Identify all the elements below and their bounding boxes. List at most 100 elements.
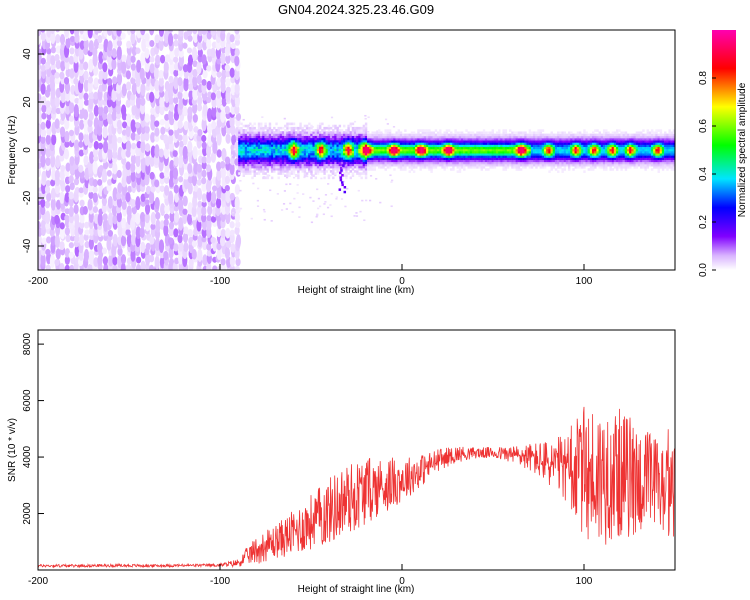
- spectrogram-band-cell: [297, 126, 300, 130]
- spectrogram-band-cell: [384, 129, 387, 132]
- spectrogram-band-cell: [246, 124, 250, 128]
- spectrogram-band-cell: [264, 176, 267, 180]
- spectrogram-faint-cell: [289, 183, 292, 185]
- spectrogram-band-cell: [244, 124, 248, 128]
- spectrogram-band-cell: [319, 122, 322, 126]
- spectrogram-band-cell: [281, 131, 285, 134]
- spectrogram-noise-cell: [197, 234, 203, 248]
- spectrogram-noise-cell: [50, 187, 57, 200]
- spectrogram-faint-cell: [364, 117, 367, 120]
- spectrogram-band-cell: [541, 129, 545, 132]
- spectrogram-noise-cell: [125, 124, 131, 138]
- spectrogram-noise-cell: [130, 232, 137, 246]
- spectrogram-noise-cell: [84, 221, 90, 229]
- spectrogram-faint-cell: [280, 209, 284, 211]
- spectrogram-noise-cell: [135, 47, 141, 54]
- spectrogram-noise-cell: [65, 162, 71, 172]
- spectrogram-noise-cell: [126, 52, 132, 66]
- spectrogram-noise-cell: [68, 55, 74, 65]
- spectrogram-band-cell: [308, 122, 311, 126]
- spectrogram-band-cell: [327, 174, 331, 178]
- spectrogram-noise-cell: [83, 70, 89, 81]
- spectrogram-faint-cell: [282, 203, 286, 205]
- spectrogram-noise-cell: [135, 226, 141, 240]
- spectrogram-band-cell: [426, 129, 429, 132]
- spectrogram-band-cell: [412, 170, 416, 173]
- spectrogram-noise-cell: [107, 161, 114, 169]
- spectrogram-band-cell: [303, 129, 307, 132]
- spectrogram-band-cell: [513, 131, 516, 135]
- spectrogram-noise-cell: [108, 212, 114, 226]
- spectrogram-band-cell: [356, 126, 359, 130]
- spectrogram-band-cell: [609, 133, 612, 137]
- spectrogram-noise-cell: [69, 235, 76, 242]
- spectrogram-band-cell: [404, 133, 407, 137]
- spectrogram-noise-cell: [44, 185, 51, 194]
- spectrogram-noise-cell: [102, 62, 108, 73]
- spectrogram-noise-cell: [182, 42, 188, 49]
- spectrogram-band-cell: [270, 129, 274, 132]
- spectrogram-band-cell: [249, 126, 252, 130]
- spectrogram-band-cell: [408, 133, 411, 137]
- spectrogram-band-cell: [537, 129, 540, 132]
- spectrogram-noise-cell: [130, 119, 136, 132]
- spectrogram-band-cell: [384, 168, 387, 171]
- spectrogram-band-cell: [351, 126, 355, 130]
- spectrogram-noise-cell: [130, 93, 136, 101]
- spectrogram-noise-cell: [40, 136, 46, 144]
- spectrogram-band-cell: [421, 129, 425, 132]
- spectrogram-band-cell: [578, 131, 582, 135]
- spectrogram-noise-cell: [182, 195, 188, 207]
- spectrogram-noise-cell: [173, 33, 179, 40]
- spectrogram-noise-cell: [78, 96, 84, 110]
- spectrogram-band-cell: [395, 131, 398, 135]
- spectrogram-faint-cell: [316, 188, 319, 191]
- spectrogram-noise-cell: [130, 198, 136, 208]
- spectrogram-noise-cell: [201, 205, 207, 217]
- spectrogram-noise-cell: [89, 226, 95, 237]
- spectrogram-noise-cell: [125, 113, 132, 123]
- spectrogram-noise-cell: [93, 104, 99, 117]
- spectrogram-band-cell: [264, 131, 267, 134]
- spectrogram-noise-cell: [229, 221, 235, 229]
- spectrogram-faint-cell: [262, 208, 266, 211]
- spectrogram-noise-cell: [126, 30, 132, 36]
- spectrogram-band-cell: [519, 168, 523, 171]
- spectrogram-noise-cell: [145, 185, 152, 195]
- spectrogram-band-cell: [334, 172, 337, 175]
- spectrogram-band-cell: [334, 131, 337, 134]
- spectrogram-noise-cell: [182, 106, 188, 117]
- spectrogram-noise-cell: [65, 37, 71, 49]
- spectrogram-noise-cell: [140, 83, 146, 96]
- spectrogram-noise-cell: [210, 30, 216, 37]
- spectrogram-noise-cell: [201, 79, 207, 86]
- spectrogram-band-cell: [480, 131, 484, 135]
- spectrogram-faint-cell: [367, 116, 370, 119]
- spectrogram-noise-cell: [120, 254, 127, 265]
- spectrogram-band-cell: [548, 170, 551, 173]
- spectrogram-noise-cell: [83, 30, 89, 38]
- spectrogram-noise-cell: [121, 83, 127, 97]
- spectrogram-noise-cell: [178, 30, 184, 37]
- spectrogram-band-cell: [305, 172, 309, 175]
- spectrogram-band-cell: [238, 126, 241, 130]
- spectrogram-band-cell: [467, 131, 470, 135]
- spectrogram-faint-cell: [318, 205, 322, 208]
- spectrogram-noise-cell: [106, 178, 113, 186]
- spectrogram-band-cell: [524, 131, 527, 135]
- spectrogram-noise-cell: [112, 76, 118, 85]
- spectrogram-noise-cell: [92, 186, 98, 193]
- spectrogram-faint-cell: [292, 176, 296, 179]
- spectrogram-noise-cell: [111, 47, 117, 59]
- spectrogram-noise-cell: [150, 132, 156, 143]
- spectrogram-noise-cell: [205, 164, 212, 173]
- spectrogram-noise-cell: [83, 124, 90, 135]
- spectrogram-noise-cell: [116, 192, 122, 200]
- spectrogram-noise-cell: [40, 31, 46, 42]
- spectrogram-band-cell: [622, 131, 625, 135]
- spectrogram-noise-cell: [112, 233, 118, 247]
- spectrogram-noise-cell: [154, 120, 160, 127]
- spectrogram-noise-cell: [173, 184, 179, 194]
- spectrogram-noise-cell: [64, 81, 71, 95]
- spectrogram-noise-cell: [98, 70, 104, 80]
